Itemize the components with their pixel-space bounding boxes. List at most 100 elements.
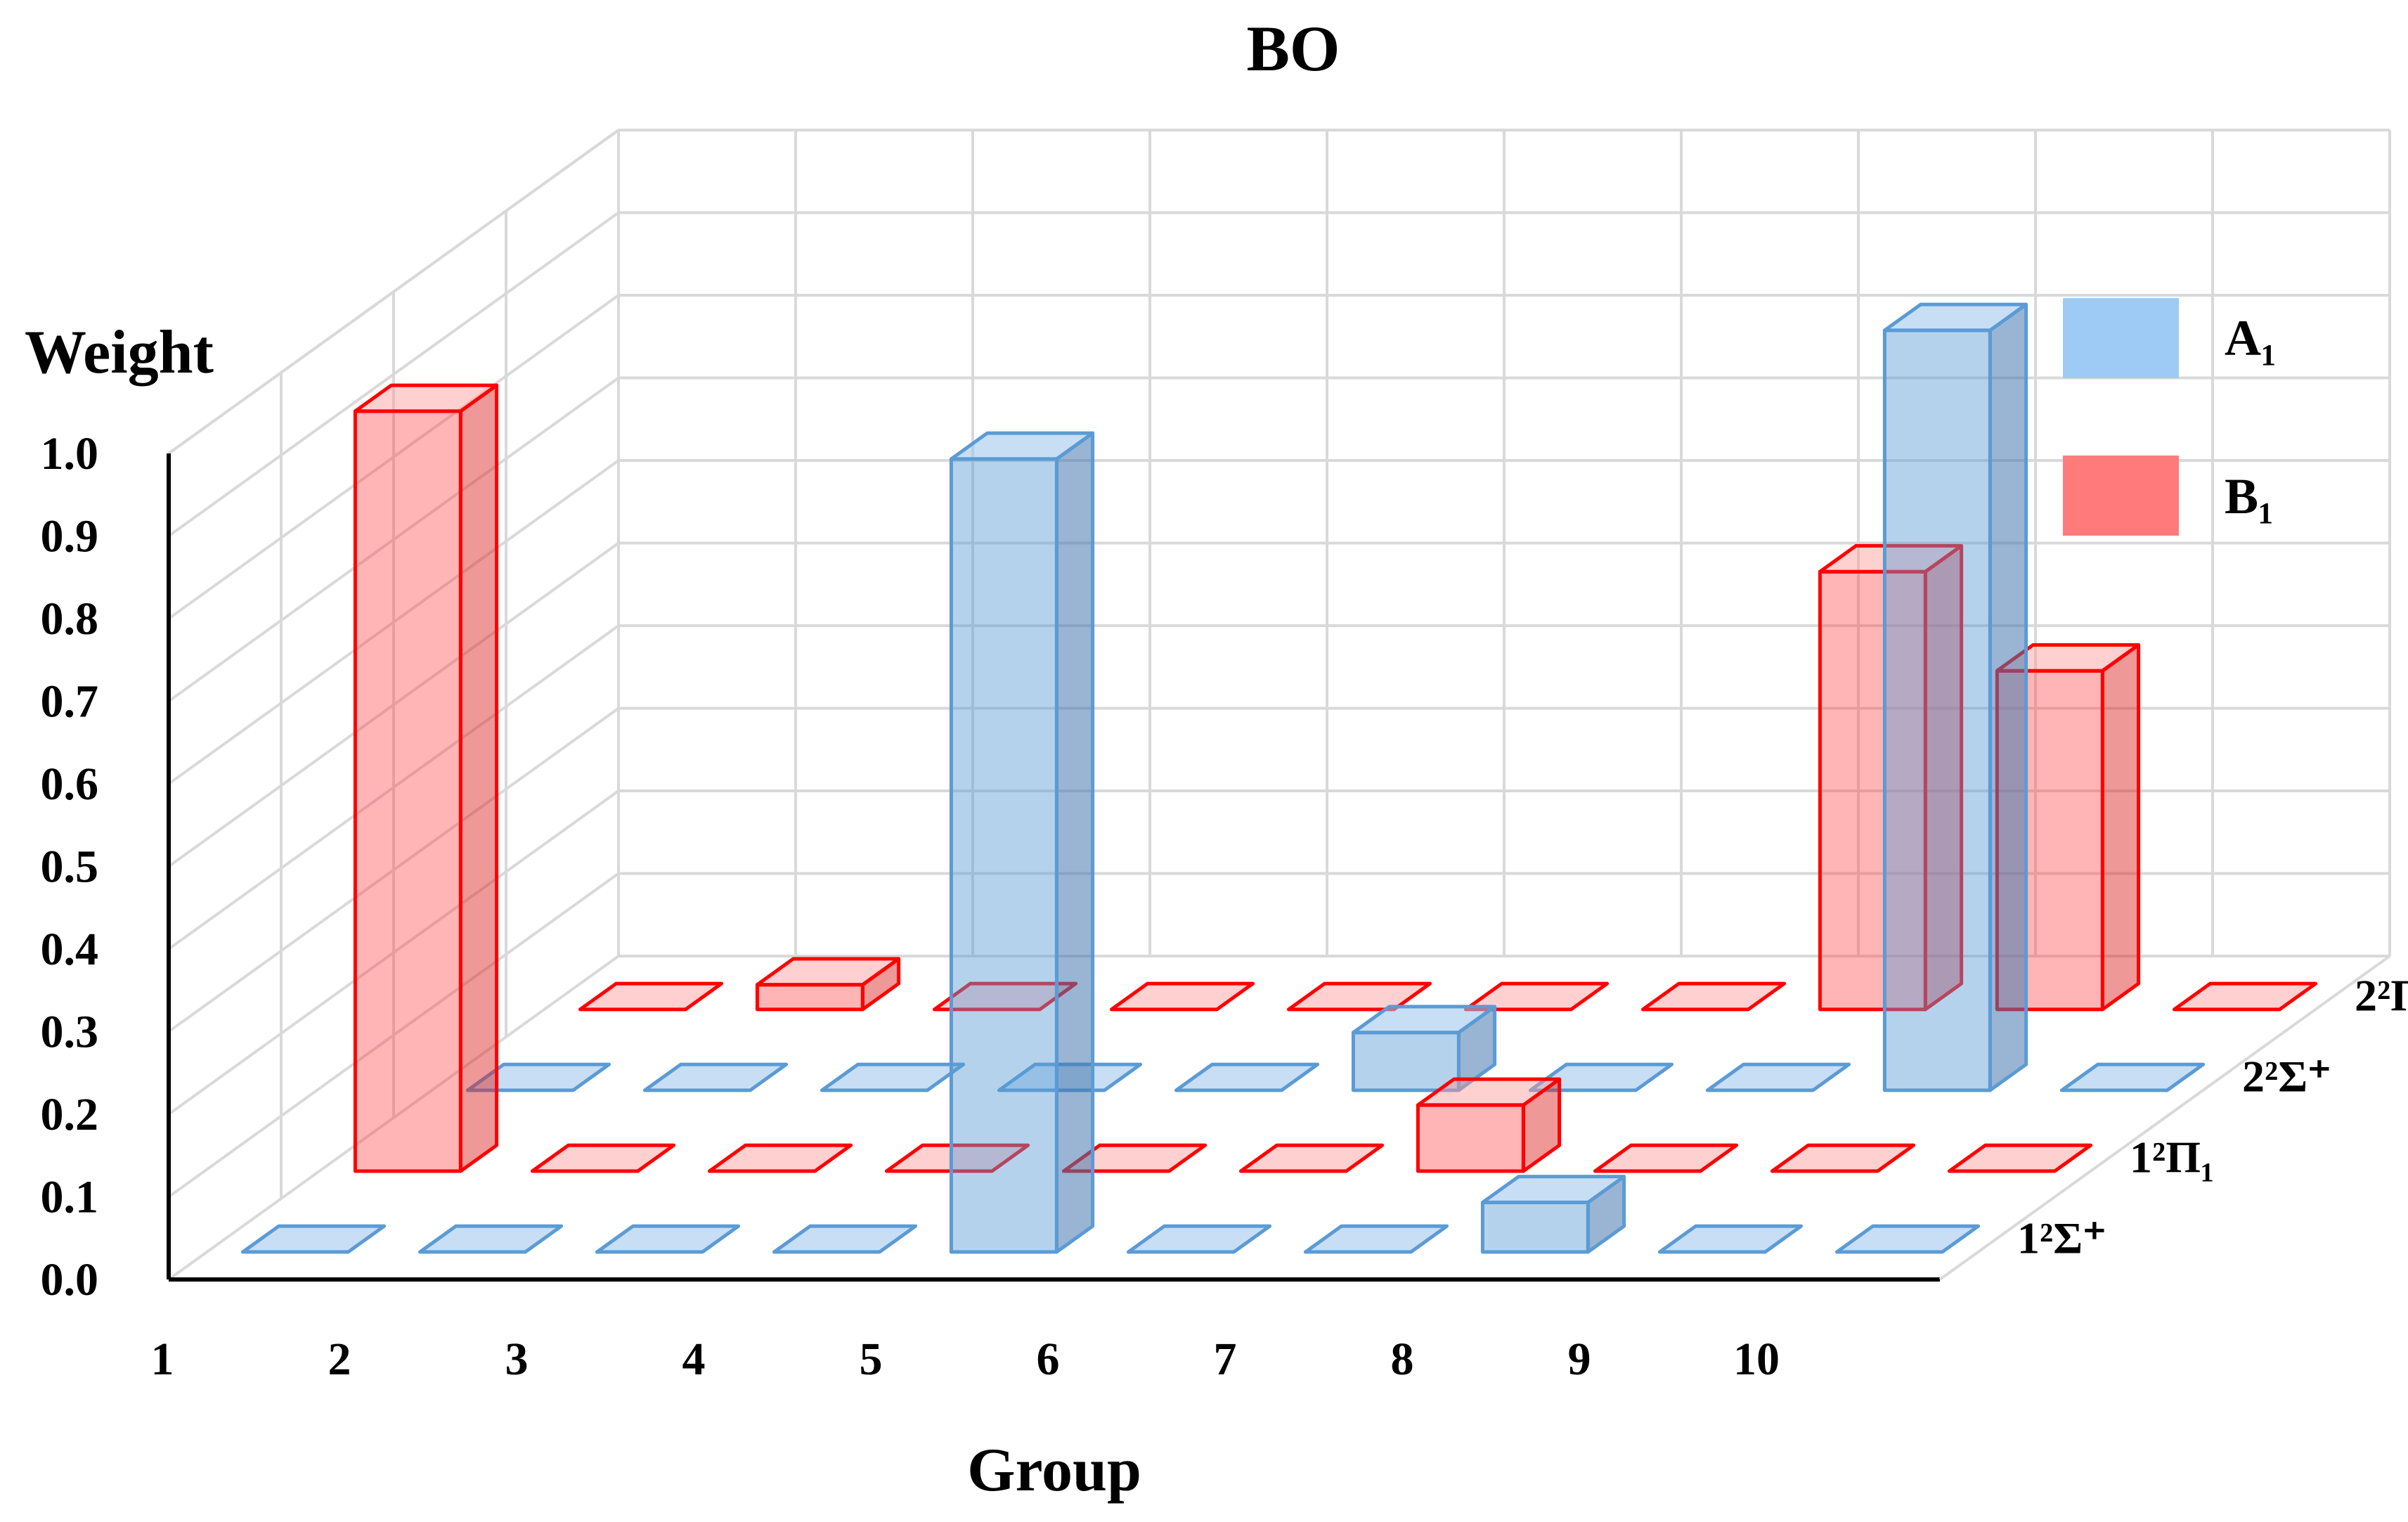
bar-top <box>1882 302 2028 333</box>
bar-front <box>949 457 1059 1254</box>
bar-B-3-row2 <box>707 1143 853 1173</box>
bar-A-10-row1 <box>1834 1224 1981 1254</box>
bar-top <box>1480 1175 1626 1204</box>
bar-A-3-row1 <box>595 1224 741 1254</box>
y-axis-title: Weight <box>25 318 214 387</box>
depth-label: 2²Π₁ <box>2355 971 2408 1021</box>
bar-top <box>1416 1077 1562 1107</box>
legend-swatch-b1 <box>2063 456 2179 536</box>
x-tick-labels: 1 2 3 4 5 6 7 8 9 10 <box>151 1334 1780 1385</box>
bar-top <box>595 1224 741 1254</box>
gridline <box>167 129 620 455</box>
y-tick-label: 0.8 <box>41 593 99 645</box>
bar-top <box>642 1062 789 1092</box>
bar-top <box>353 383 499 413</box>
bar-A-9-row3 <box>1882 302 2028 1092</box>
bar-top <box>1303 1224 1449 1254</box>
bar-A-1-row3 <box>465 1062 611 1092</box>
bar-top <box>1770 1143 1916 1173</box>
y-tick-label: 0.4 <box>41 924 99 975</box>
bar-B-10-row4 <box>2172 981 2318 1012</box>
bar-B-1-row4 <box>578 981 724 1012</box>
bar-B-4-row4 <box>1109 981 1255 1012</box>
gridline <box>167 294 2390 620</box>
y-tick-label: 0.0 <box>41 1254 99 1305</box>
bar-side <box>1054 431 1095 1254</box>
y-tick-label: 0.9 <box>41 511 99 562</box>
x-tick-label: 9 <box>1568 1334 1591 1385</box>
x-tick-label: 7 <box>1214 1334 1237 1385</box>
bar-top <box>1528 1062 1674 1092</box>
bar-B-6-row4 <box>1463 981 1610 1012</box>
bar-top <box>949 431 1095 461</box>
y-tick-label: 0.1 <box>41 1172 99 1223</box>
bar-A-1-row1 <box>240 1224 387 1254</box>
bar-A-10-row3 <box>2059 1062 2206 1092</box>
bar-A-8-row1 <box>1480 1175 1626 1254</box>
x-tick-label: 1 <box>151 1334 174 1385</box>
bar-top <box>1593 1143 1739 1173</box>
bar-top <box>820 1062 966 1092</box>
gridline <box>167 211 2390 538</box>
x-axis-title: Group <box>967 1436 1141 1504</box>
bar-top <box>2059 1062 2206 1092</box>
bar-A-9-row1 <box>1657 1224 1804 1254</box>
bar-A-7-row1 <box>1303 1224 1449 1254</box>
bar-A-6-row3 <box>1351 1005 1497 1092</box>
y-tick-label: 0.6 <box>41 759 99 810</box>
y-tick-label: 0.5 <box>41 841 99 893</box>
legend-label-b1: B₁ <box>2225 468 2274 524</box>
bar-top <box>1947 1143 2093 1173</box>
chart-title: BO <box>1247 13 1340 84</box>
x-tick-label: 6 <box>1037 1334 1060 1385</box>
bars <box>240 302 2318 1254</box>
x-tick-label: 8 <box>1391 1334 1414 1385</box>
bar-top <box>1286 981 1432 1012</box>
bar-B-2-row4 <box>755 957 901 1012</box>
bar-B-4-row2 <box>884 1143 1030 1173</box>
bar-top <box>417 1224 564 1254</box>
legend-label-a1: A₁ <box>2225 310 2277 366</box>
bar-top <box>2172 981 2318 1012</box>
depth-label: 1²Π₁ <box>2130 1133 2214 1182</box>
legend: A₁ B₁ <box>2063 298 2277 536</box>
bar-B-7-row2 <box>1416 1077 1562 1173</box>
x-tick-label: 5 <box>860 1334 883 1385</box>
bar-side <box>458 383 499 1173</box>
y-tick-labels: 0.0 0.1 0.2 0.3 0.4 0.5 0.6 0.7 0.8 0.9 1.0 <box>41 428 99 1305</box>
bar-top <box>1109 981 1255 1012</box>
bar-side <box>2100 643 2141 1012</box>
x-tick-label: 10 <box>1733 1334 1780 1385</box>
bar-top <box>1657 1224 1804 1254</box>
bar-top <box>1834 1224 1981 1254</box>
bar-top <box>1640 981 1787 1012</box>
y-tick-label: 0.2 <box>41 1089 99 1140</box>
bar-B-7-row4 <box>1640 981 1787 1012</box>
x-tick-label: 4 <box>682 1334 706 1385</box>
bar-front <box>755 983 865 1012</box>
bar-A-8-row3 <box>1705 1062 1851 1092</box>
bar-A-5-row3 <box>1174 1062 1320 1092</box>
bar-A-6-row1 <box>1126 1224 1272 1254</box>
bar-A-2-row3 <box>642 1062 789 1092</box>
bar-top <box>530 1143 676 1173</box>
bar-top <box>1818 543 1964 574</box>
bar-front <box>353 409 462 1173</box>
bar-top <box>1126 1224 1272 1254</box>
bar-B-9-row2 <box>1770 1143 1916 1173</box>
legend-swatch-a1 <box>2063 298 2179 378</box>
y-tick-label: 1.0 <box>41 428 99 479</box>
bar-top <box>755 957 901 987</box>
bar-B-2-row2 <box>530 1143 676 1173</box>
bar-top <box>1351 1005 1497 1035</box>
depth-label: 1²Σ⁺ <box>2017 1213 2106 1263</box>
bar-front <box>1480 1200 1590 1254</box>
bar-top <box>1238 1143 1385 1173</box>
bar-A-3-row3 <box>820 1062 966 1092</box>
depth-labels: 1²Σ⁺ 1²Π₁ 2²Σ⁺ 2²Π₁ <box>2017 971 2408 1263</box>
y-tick-label: 0.7 <box>41 676 99 728</box>
bar-A-4-row1 <box>772 1224 918 1254</box>
depth-axis-line <box>1938 955 2391 1281</box>
bar-B-10-row2 <box>1947 1143 2093 1173</box>
